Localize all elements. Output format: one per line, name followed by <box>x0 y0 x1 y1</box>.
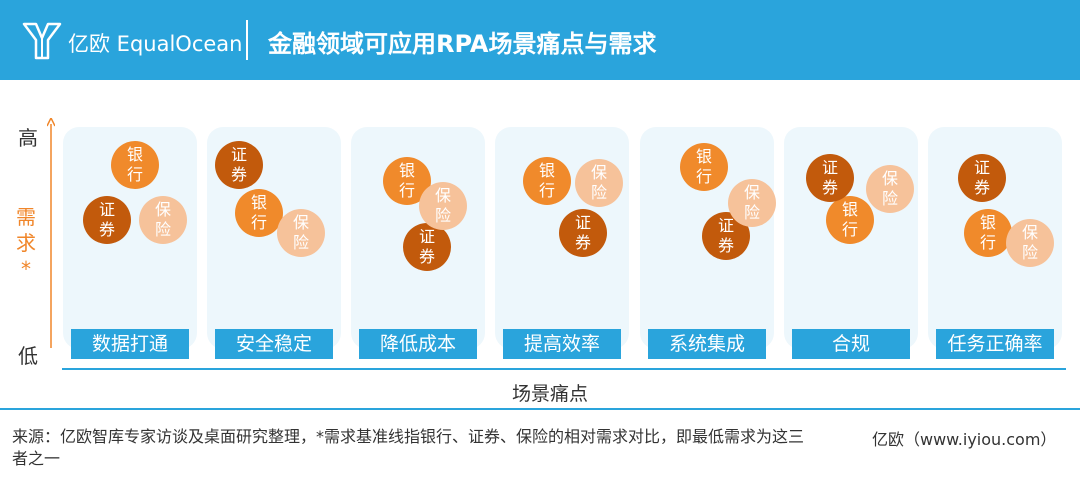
category-panel: 银行 证券 保险数据打通 <box>63 127 197 359</box>
x-category-label: 系统集成 <box>648 329 766 359</box>
equalocean-logo-icon <box>22 22 62 60</box>
bubble-label: 银行 <box>398 161 415 201</box>
category-panel: 银行 证券 保险降低成本 <box>351 127 485 359</box>
bubble-insurance: 保险 <box>728 179 776 228</box>
bubble-insurance: 保险 <box>139 195 187 244</box>
bubble-bank: 银行 <box>826 195 874 244</box>
bubble-label: 保险 <box>881 169 898 209</box>
bubble-securities: 证券 <box>215 140 263 189</box>
bubble-label: 银行 <box>126 144 143 184</box>
brand-name: 亿欧 EqualOcean <box>68 32 243 56</box>
category-panel: 银行 证券 保险提高效率 <box>495 127 629 359</box>
x-category-label: 安全稳定 <box>215 329 333 359</box>
bubble-bank: 银行 <box>111 140 159 189</box>
bubble-bank: 银行 <box>523 157 571 206</box>
footer-note: 来源：亿欧智库专家访谈及桌面研究整理，*需求基准线指银行、证券、保险的相对需求对… <box>12 427 805 468</box>
x-category-label: 合规 <box>792 329 910 359</box>
x-category-label: 提高效率 <box>503 329 621 359</box>
header-divider <box>246 20 248 60</box>
page-title: 金融领域可应用RPA场景痛点与需求 <box>268 30 657 58</box>
category-panel: 银行 证券保险安全稳定 <box>207 127 341 359</box>
bubble-label: 证券 <box>717 215 734 255</box>
bubble-label: 保险 <box>743 183 760 223</box>
category-panel: 银行 证券 保险任务正确率 <box>928 127 1062 359</box>
bubble-label: 保险 <box>434 185 451 225</box>
x-axis-title: 场景痛点 <box>511 383 588 405</box>
bubble-securities: 证券 <box>806 154 854 203</box>
bubble-bank: 银行 <box>680 143 728 192</box>
y-axis-arrow <box>47 118 55 348</box>
bubble-bank: 银行 <box>964 209 1012 258</box>
bubble-insurance: 保险 <box>1006 218 1054 267</box>
bubble-label: 保险 <box>292 213 309 253</box>
bubble-label: 银行 <box>695 147 712 187</box>
bubble-label: 银行 <box>538 161 555 201</box>
bubble-label: 银行 <box>250 192 267 232</box>
bubble-insurance: 保险 <box>277 209 325 258</box>
x-category-label: 数据打通 <box>71 329 189 359</box>
bubble-label: 证券 <box>230 144 247 184</box>
bubble-insurance: 保险 <box>866 165 914 214</box>
footer-source: 亿欧（www.iyiou.com） <box>872 430 1057 449</box>
y-axis-low-label: 低 <box>18 344 38 368</box>
bubble-securities: 证券 <box>83 195 131 244</box>
bubble-bank: 银行 <box>235 188 283 237</box>
bubble-label: 证券 <box>98 199 115 239</box>
bubble-label: 银行 <box>979 213 996 253</box>
bubble-label: 证券 <box>821 158 838 198</box>
category-panel: 银行 证券 保险合规 <box>784 127 918 359</box>
footer-divider <box>0 408 1080 410</box>
bubble-securities: 证券 <box>559 209 607 258</box>
y-axis-title: 需求* <box>16 205 36 281</box>
bubble-label: 证券 <box>973 158 990 198</box>
header-bar: 亿欧 EqualOcean 金融领域可应用RPA场景痛点与需求 <box>0 0 1080 80</box>
x-axis-line <box>62 368 1066 370</box>
bubble-securities: 证券 <box>403 222 451 271</box>
y-axis-high-label: 高 <box>18 126 38 150</box>
bubble-label: 保险 <box>590 162 607 202</box>
x-category-label: 降低成本 <box>359 329 477 359</box>
bubble-label: 保险 <box>1021 222 1038 262</box>
bubble-securities: 证券 <box>958 154 1006 203</box>
bubble-insurance: 保险 <box>419 181 467 230</box>
bubble-label: 证券 <box>418 226 435 266</box>
bubble-label: 证券 <box>574 213 591 253</box>
bubble-insurance: 保险 <box>575 158 623 207</box>
x-category-label: 任务正确率 <box>936 329 1054 359</box>
category-panel: 银行 证券 保险系统集成 <box>640 127 776 359</box>
bubble-label: 保险 <box>154 199 171 239</box>
bubble-label: 银行 <box>841 199 858 239</box>
